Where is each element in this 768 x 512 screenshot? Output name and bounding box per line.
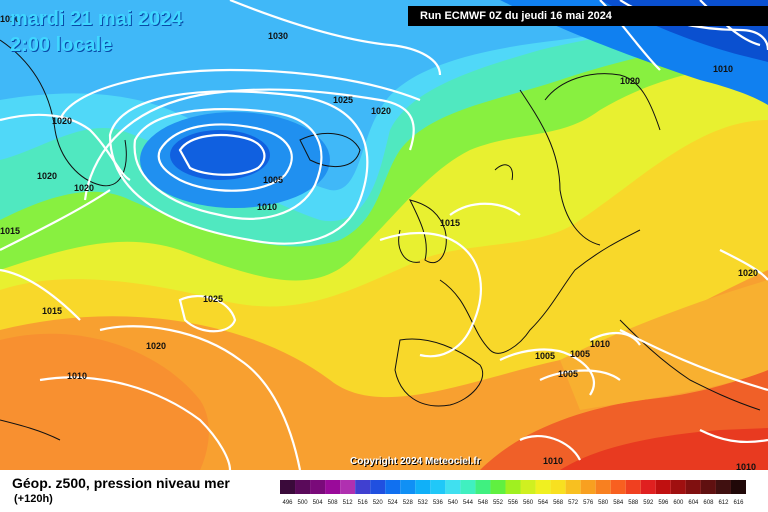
legend-value: 496 <box>283 500 294 506</box>
legend-swatch <box>595 480 611 494</box>
legend-swatch <box>355 480 371 494</box>
legend-swatch <box>550 480 566 494</box>
legend-swatch <box>520 480 536 494</box>
legend-value: 544 <box>463 500 474 506</box>
legend-swatch <box>730 480 746 494</box>
legend-value: 568 <box>553 500 564 506</box>
isobar-label: 1005 <box>263 175 283 185</box>
run-banner: Run ECMWF 0Z du jeudi 16 mai 2024 <box>408 6 768 26</box>
isobar-label: 1020 <box>371 106 391 116</box>
legend-value: 608 <box>703 500 714 506</box>
legend-value: 576 <box>583 500 594 506</box>
isobar-label: 1010 <box>543 456 563 466</box>
legend-value: 604 <box>688 500 699 506</box>
legend-value: 560 <box>523 500 534 506</box>
isobar-label: 1020 <box>620 76 640 86</box>
isobar-label: 1015 <box>42 306 62 316</box>
legend-value: 508 <box>328 500 339 506</box>
isobar-label: 1010 <box>0 14 20 24</box>
isobar-label: 1005 <box>535 351 555 361</box>
legend-value: 580 <box>598 500 609 506</box>
legend-value: 504 <box>313 500 324 506</box>
legend-swatch <box>700 480 716 494</box>
weather-map: 1030 1025 1020 1020 1020 1020 1005 1010 … <box>0 0 768 470</box>
legend-value: 612 <box>718 500 729 506</box>
legend-value: 528 <box>403 500 414 506</box>
legend-value: 616 <box>733 500 744 506</box>
isobar-label: 1015 <box>440 218 460 228</box>
legend-value: 592 <box>643 500 654 506</box>
svg-text:1030: 1030 <box>268 31 288 41</box>
legend-swatch <box>400 480 416 494</box>
legend-value: 532 <box>418 500 429 506</box>
legend-swatch <box>280 480 296 494</box>
legend-value: 552 <box>493 500 504 506</box>
copyright: Copyright 2024 Meteociel.fr <box>350 456 481 467</box>
isobar-label: 1030 <box>268 31 288 41</box>
color-scale-legend: 496 500 504 508 512 516 520 524 528 532 536 540 544 5… <box>280 480 746 506</box>
legend-value: 540 <box>448 500 459 506</box>
legend-value: 520 <box>373 500 384 506</box>
legend-value: 596 <box>658 500 669 506</box>
legend-swatch <box>445 480 461 494</box>
forecast-time: 2:00 locale <box>10 34 113 56</box>
legend-swatch <box>580 480 596 494</box>
legend-swatch <box>505 480 521 494</box>
legend-swatch <box>490 480 506 494</box>
legend-value: 564 <box>538 500 549 506</box>
legend-value: 500 <box>298 500 309 506</box>
isobar-label: 1020 <box>74 183 94 193</box>
legend-swatch <box>535 480 551 494</box>
legend-swatch <box>340 480 356 494</box>
isobar-label: 1015 <box>0 226 20 236</box>
map-title: Géop. z500, pression niveau mer <box>12 475 230 491</box>
legend-value: 548 <box>478 500 489 506</box>
legend-value: 588 <box>628 500 639 506</box>
legend-swatch <box>325 480 341 494</box>
isobar-label: 1025 <box>203 294 223 304</box>
legend-swatch <box>295 480 311 494</box>
legend-value: 516 <box>358 500 369 506</box>
isobar-label: 1020 <box>37 171 57 181</box>
legend-swatch <box>475 480 491 494</box>
legend-swatch <box>715 480 731 494</box>
legend-swatch <box>655 480 671 494</box>
legend-swatch <box>625 480 641 494</box>
legend-swatch <box>460 480 476 494</box>
isobar-label: 1010 <box>67 371 87 381</box>
legend-swatch <box>430 480 446 494</box>
isobar-label: 1010 <box>590 339 610 349</box>
legend-swatch <box>685 480 701 494</box>
legend-value: 584 <box>613 500 624 506</box>
isobar-label: 1020 <box>52 116 72 126</box>
legend-swatch <box>370 480 386 494</box>
legend-swatch <box>415 480 431 494</box>
geopotential-fill <box>0 0 768 470</box>
forecast-lead-time: (+120h) <box>14 493 53 505</box>
legend-swatch <box>565 480 581 494</box>
legend-value: 600 <box>673 500 684 506</box>
legend-swatch <box>310 480 326 494</box>
isobars <box>0 0 768 470</box>
isobar-label: 1005 <box>558 369 578 379</box>
legend-value: 536 <box>433 500 444 506</box>
legend-value: 556 <box>508 500 519 506</box>
isobar-label: 1005 <box>570 349 590 359</box>
isobar-label: 1010 <box>736 462 756 470</box>
legend-value: 524 <box>388 500 399 506</box>
legend-swatch <box>610 480 626 494</box>
legend-swatch <box>385 480 401 494</box>
isobar-label: 1025 <box>333 95 353 105</box>
legend-value: 572 <box>568 500 579 506</box>
forecast-date: mardi 21 mai 2024 <box>10 8 183 30</box>
isobar-label: 1010 <box>713 64 733 74</box>
legend-value: 512 <box>343 500 354 506</box>
isobar-labels: 1030 1025 1020 1020 1020 1020 1005 1010 … <box>0 14 758 470</box>
legend-swatch <box>670 480 686 494</box>
isobar-label: 1020 <box>146 341 166 351</box>
isobar-label: 1020 <box>738 268 758 278</box>
legend-swatch <box>640 480 656 494</box>
isobar-label: 1010 <box>257 202 277 212</box>
